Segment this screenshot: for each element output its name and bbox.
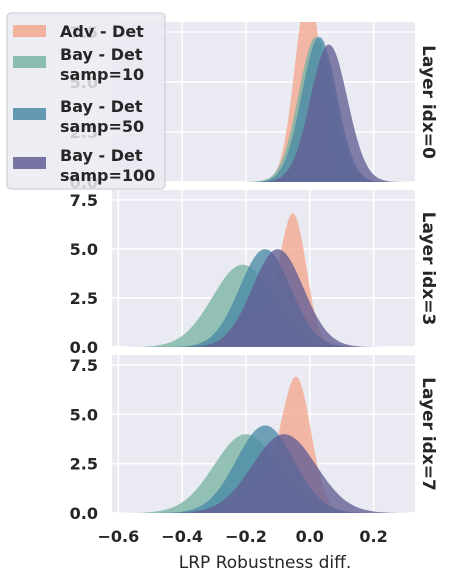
- y-tick-label: 0.0: [70, 504, 98, 523]
- legend-label: Bay - Det samp=10: [60, 45, 144, 84]
- panels: 0.0 2.5 5.0 7.5 Layer idx=0 0.0 2.5 5.0 7.5 Layer…: [70, 22, 438, 523]
- x-tick-label: −0.6: [98, 527, 140, 546]
- y-tick-label: 2.5: [70, 289, 98, 308]
- x-tick-label: 0.0: [296, 527, 324, 546]
- x-axis: −0.6 −0.4 −0.2 0.0 0.2: [98, 527, 388, 546]
- x-tick-label: −0.2: [225, 527, 267, 546]
- x-tick-label: 0.2: [359, 527, 387, 546]
- y-tick-label: 5.0: [70, 405, 98, 424]
- y-tick-label: 7.5: [70, 191, 98, 210]
- legend-frame: [6, 12, 166, 190]
- kde-area-bay-det-samp-100: [112, 434, 415, 513]
- panel-1: 0.0 2.5 5.0 7.5 Layer idx=3: [70, 190, 438, 357]
- legend-swatch: [13, 157, 46, 169]
- panel-2: 0.0 2.5 5.0 7.5 Layer idx=7: [70, 355, 438, 523]
- facet-label: Layer idx=3: [418, 212, 438, 326]
- y-tick-label: 5.0: [70, 240, 98, 259]
- x-axis-label: LRP Robustness diff.: [179, 553, 351, 570]
- facet-label: Layer idx=7: [418, 377, 438, 491]
- x-tick-label: −0.4: [161, 527, 203, 546]
- legend-label: Bay - Det samp=100: [60, 146, 155, 185]
- kde-area-bay-det-samp-100: [112, 249, 415, 347]
- legend-swatch: [13, 108, 46, 120]
- y-tick-label: 2.5: [70, 455, 98, 474]
- kde-area-bay-det-samp-100: [112, 44, 415, 182]
- kde-areas: [112, 376, 415, 513]
- kde-areas: [112, 213, 415, 347]
- legend-swatch: [13, 25, 46, 37]
- y-tick-label: 7.5: [70, 356, 98, 375]
- legend-label: Bay - Det samp=50: [60, 97, 144, 136]
- legend: Adv - Det Bay - Det samp=10 Bay - Det samp=5…: [6, 12, 166, 190]
- facet-label: Layer idx=0: [418, 45, 438, 159]
- y-tick-label: 0.0: [70, 338, 98, 357]
- kde-areas: [112, 22, 415, 182]
- legend-swatch: [13, 56, 46, 68]
- legend-label: Adv - Det: [60, 22, 144, 41]
